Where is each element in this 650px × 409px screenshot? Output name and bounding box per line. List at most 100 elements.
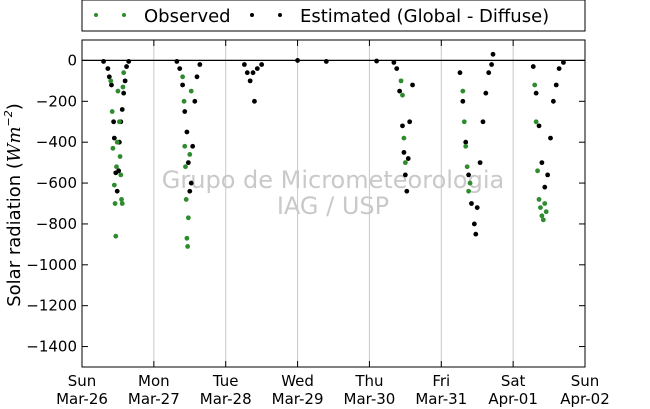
- point-observed: [121, 70, 127, 76]
- point-estimated: [295, 58, 300, 63]
- point-estimated: [250, 70, 256, 76]
- point-observed: [115, 88, 121, 94]
- point-observed: [109, 109, 115, 114]
- point-observed: [183, 197, 189, 202]
- point-observed: [116, 119, 122, 125]
- point-estimated: [190, 143, 196, 149]
- y-axis-label-exponent: −2: [2, 110, 15, 126]
- point-estimated: [553, 82, 559, 88]
- point-estimated: [111, 119, 117, 125]
- point-observed: [182, 143, 188, 149]
- data-points: [101, 51, 566, 249]
- point-estimated: [410, 82, 415, 88]
- y-axis: 0 −200 −400 −600 −800 −1000 −1200 −1400: [26, 51, 585, 356]
- x-tick-label-date: Mar-26: [56, 390, 108, 408]
- point-estimated: [556, 66, 562, 72]
- x-tick-label-date: Mar-29: [272, 390, 324, 408]
- point-estimated: [187, 188, 193, 194]
- point-observed: [461, 119, 467, 125]
- x-tick-label-date: Mar-30: [344, 390, 396, 408]
- legend-marker-observed-1: [94, 13, 98, 17]
- point-estimated: [124, 64, 129, 69]
- point-observed: [539, 213, 545, 219]
- watermark-line-2: IAG / USP: [277, 192, 389, 220]
- point-observed: [119, 197, 124, 202]
- y-tick-label: −1200: [26, 297, 77, 315]
- point-estimated: [394, 66, 400, 72]
- point-observed: [181, 98, 187, 104]
- y-tick-label: −400: [36, 133, 77, 151]
- point-estimated: [539, 160, 545, 166]
- point-observed: [402, 160, 408, 166]
- y-tick-label: 0: [67, 51, 77, 69]
- point-estimated: [177, 66, 183, 72]
- x-tick-label-day: Thu: [354, 372, 383, 390]
- y-axis-label-main: Solar radiation (: [4, 162, 25, 307]
- y-tick-label: −1000: [26, 256, 77, 274]
- point-estimated: [323, 59, 329, 64]
- point-estimated: [185, 160, 191, 166]
- point-estimated: [391, 60, 397, 65]
- point-estimated: [474, 205, 480, 210]
- point-estimated: [490, 51, 496, 57]
- point-estimated: [105, 66, 111, 72]
- x-tick-label-date: Apr-01: [488, 390, 538, 408]
- point-estimated: [401, 150, 407, 155]
- y-axis-label-close: ): [4, 103, 25, 110]
- point-estimated: [486, 70, 492, 76]
- point-estimated: [457, 70, 463, 76]
- point-observed: [542, 201, 548, 206]
- point-observed: [184, 235, 190, 241]
- point-estimated: [483, 90, 489, 96]
- point-observed: [108, 78, 114, 84]
- point-observed: [467, 180, 473, 186]
- point-estimated: [480, 119, 486, 125]
- point-observed: [188, 88, 194, 94]
- point-estimated: [197, 62, 203, 67]
- point-estimated: [106, 74, 112, 80]
- point-estimated: [460, 98, 466, 104]
- point-estimated: [407, 119, 413, 125]
- point-estimated: [542, 184, 548, 190]
- point-observed: [118, 172, 124, 178]
- point-estimated: [109, 82, 114, 88]
- point-estimated: [463, 139, 469, 145]
- x-tick-label-date: Mar-27: [128, 390, 180, 408]
- point-estimated: [192, 98, 198, 104]
- legend-label-observed: Observed: [144, 6, 231, 27]
- point-estimated: [188, 180, 194, 186]
- point-observed: [187, 152, 193, 157]
- point-estimated: [545, 172, 551, 178]
- point-estimated: [405, 156, 411, 161]
- x-tick-label-date: Apr-02: [560, 390, 610, 408]
- point-observed: [398, 78, 404, 84]
- point-observed: [532, 82, 538, 88]
- point-estimated: [122, 78, 128, 84]
- point-estimated: [241, 62, 247, 67]
- point-observed: [400, 92, 405, 98]
- point-observed: [533, 119, 539, 125]
- point-estimated: [121, 90, 127, 96]
- point-observed: [119, 201, 125, 206]
- point-estimated: [471, 221, 477, 227]
- point-observed: [543, 209, 549, 215]
- point-observed: [110, 145, 116, 151]
- point-observed: [466, 188, 471, 194]
- point-estimated: [259, 62, 265, 67]
- point-observed: [460, 88, 466, 94]
- point-estimated: [184, 129, 190, 135]
- x-tick-label-date: Mar-31: [415, 390, 467, 408]
- point-estimated: [489, 62, 494, 67]
- point-estimated: [180, 82, 186, 88]
- y-tick-label: −600: [36, 174, 77, 192]
- point-observed: [112, 201, 118, 206]
- point-observed: [111, 182, 117, 188]
- point-estimated: [244, 70, 250, 76]
- point-observed: [113, 233, 119, 239]
- point-estimated: [116, 168, 122, 174]
- point-estimated: [400, 123, 405, 129]
- point-observed: [401, 135, 407, 141]
- point-estimated: [473, 231, 479, 237]
- point-estimated: [126, 59, 132, 64]
